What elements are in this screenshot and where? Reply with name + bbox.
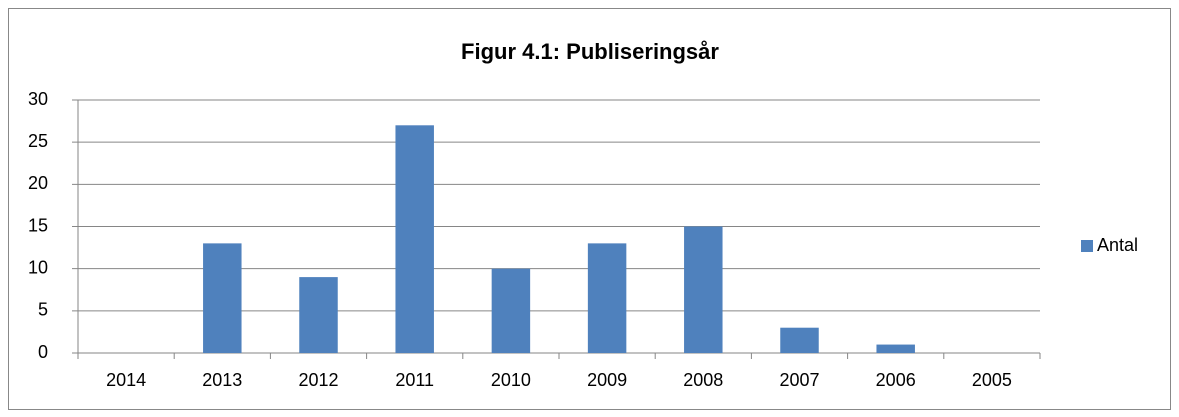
x-tick-label: 2012 (298, 370, 338, 390)
y-tick-label: 25 (28, 131, 48, 151)
y-tick-label: 0 (38, 342, 48, 362)
bar (876, 344, 915, 353)
legend-label: Antal (1097, 235, 1138, 255)
bar (395, 125, 434, 353)
y-tick-label: 10 (28, 257, 48, 277)
bar (491, 268, 531, 353)
x-tick-label: 2007 (779, 370, 819, 390)
x-tick-label: 2013 (202, 370, 242, 390)
chart-title: Figur 4.1: Publiseringsår (461, 39, 719, 64)
bar (780, 327, 819, 353)
y-tick-label: 5 (38, 300, 48, 320)
x-tick-label: 2010 (491, 370, 531, 390)
x-tick-label: 2008 (683, 370, 723, 390)
x-tick-label: 2009 (587, 370, 627, 390)
bar (203, 243, 242, 353)
y-tick-label: 20 (28, 173, 48, 193)
x-tick-label: 2005 (972, 370, 1012, 390)
x-tick-label: 2006 (876, 370, 916, 390)
bar (587, 243, 627, 353)
x-tick-label: 2011 (395, 370, 434, 390)
y-tick-label: 30 (28, 89, 48, 109)
legend-swatch (1081, 240, 1093, 252)
bar (684, 226, 723, 353)
bar (299, 277, 338, 353)
x-tick-label: 2014 (106, 370, 146, 390)
y-tick-label: 15 (28, 215, 48, 235)
